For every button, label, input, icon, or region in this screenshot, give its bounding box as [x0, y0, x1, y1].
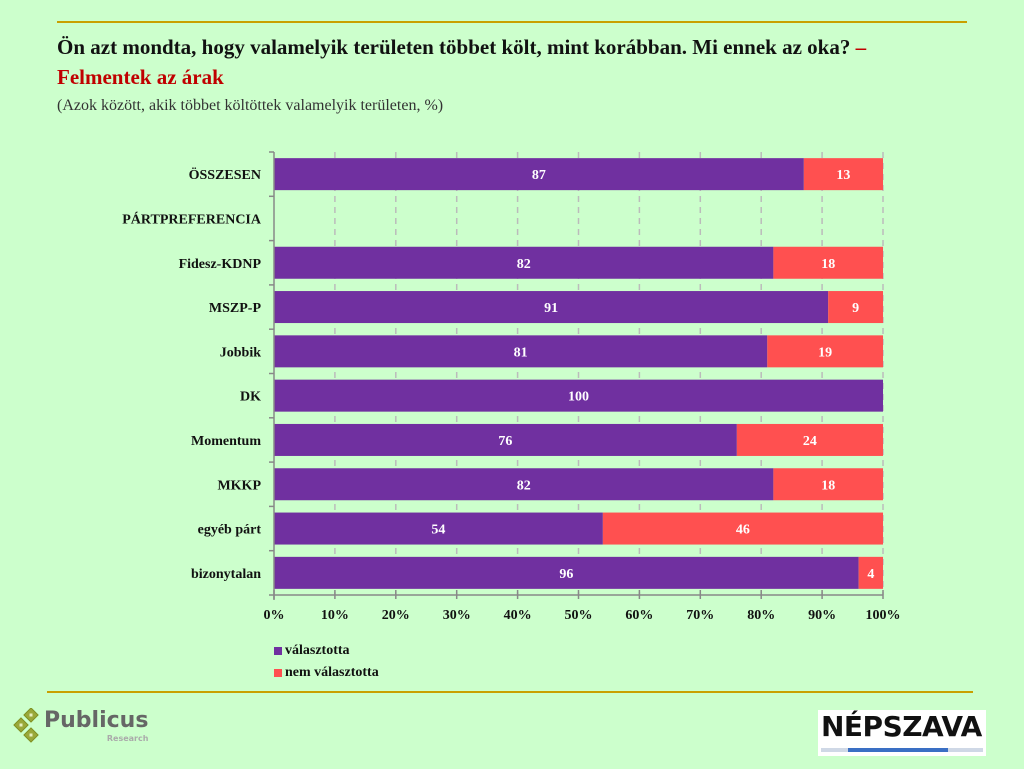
bottom-rule — [47, 691, 973, 693]
data-label: 46 — [736, 523, 750, 538]
category-label: PÁRTPREFERENCIA — [122, 210, 262, 227]
legend-item-not-chose: nem választotta — [274, 662, 379, 684]
bar-segment-chose — [274, 556, 859, 589]
bar-chart: ÖSSZESEN 87 13 PÁRTPREFERENCIA Fidesz-KDNP 82… — [122, 151, 901, 623]
bar-segment-not-chose — [767, 335, 883, 368]
title-main: Ön azt mondta, hogy valamelyik területen… — [57, 35, 851, 59]
category-label: egyéb párt — [198, 523, 262, 538]
data-label: 54 — [431, 523, 445, 538]
bar-segment-not-chose — [803, 158, 883, 191]
publicus-diamond-icon — [13, 708, 39, 743]
chart-title: Ön azt mondta, hogy valamelyik területen… — [57, 32, 957, 92]
category-label: MKKP — [217, 478, 261, 493]
data-label: 91 — [544, 301, 558, 316]
x-tick-label: 20% — [382, 608, 410, 623]
bar-segment-not-chose — [828, 291, 883, 324]
nepszava-name: NÉPSZAVA — [821, 710, 982, 743]
publicus-sub: Research — [106, 734, 149, 743]
legend: választotta nem választotta — [274, 640, 379, 684]
data-label: 87 — [532, 168, 546, 183]
x-tick-label: 70% — [686, 608, 714, 623]
chart-subtitle: (Azok között, akik többet költöttek vala… — [57, 97, 444, 114]
x-tick-label: 60% — [625, 608, 653, 623]
bar-segment-not-chose — [773, 246, 883, 279]
legend-item-chose: választotta — [274, 640, 379, 662]
data-label: 9 — [852, 301, 859, 316]
data-label: 81 — [514, 345, 528, 360]
nepszava-logo: NÉPSZAVA — [818, 710, 986, 756]
category-label: DK — [240, 390, 261, 405]
x-tick-label: 80% — [747, 608, 775, 623]
bar-segment-chose — [274, 291, 829, 324]
bar-segment-chose — [274, 468, 774, 501]
bar-segment-chose — [274, 423, 737, 456]
bar-segment-not-chose — [736, 423, 883, 456]
bar-segment-chose — [274, 246, 774, 279]
data-label: 13 — [836, 168, 850, 183]
category-label: Jobbik — [220, 345, 261, 360]
publicus-name: Publicus — [44, 708, 149, 733]
category-label: MSZP-P — [209, 301, 262, 316]
legend-swatch-chose — [274, 647, 282, 655]
bar-segment-not-chose — [773, 468, 883, 501]
data-label: 82 — [517, 257, 531, 272]
legend-label-not-chose: nem választotta — [285, 665, 379, 680]
x-tick-label: 10% — [321, 608, 349, 623]
publicus-logo: Publicus Research — [12, 708, 148, 748]
title-accent: – Felmentek az árak — [57, 35, 867, 89]
x-tick-label: 30% — [443, 608, 471, 623]
x-tick-label: 0% — [264, 608, 285, 623]
data-label: 96 — [559, 567, 573, 582]
category-label: Fidesz-KDNP — [179, 257, 262, 272]
x-tick-label: 90% — [808, 608, 836, 623]
x-tick-label: 100% — [866, 608, 901, 623]
top-rule — [57, 21, 967, 23]
bar-segment-chose — [274, 335, 768, 368]
bar-segment-not-chose — [858, 556, 883, 589]
x-tick-label: 40% — [504, 608, 532, 623]
legend-swatch-not-chose — [274, 669, 282, 677]
legend-label-chose: választotta — [285, 643, 350, 658]
data-label: 24 — [803, 434, 817, 449]
data-label: 19 — [818, 345, 832, 360]
category-label: ÖSSZESEN — [189, 166, 261, 183]
category-label: Momentum — [191, 434, 261, 449]
nepszava-band-inner — [848, 748, 948, 752]
data-label: 18 — [821, 257, 835, 272]
x-tick-label: 50% — [565, 608, 593, 623]
bar-segment-chose — [274, 158, 804, 191]
bar-segment-not-chose — [602, 512, 883, 545]
category-label: bizonytalan — [191, 567, 261, 582]
data-label: 100 — [568, 390, 589, 405]
data-label: 76 — [498, 434, 512, 449]
data-label: 4 — [867, 567, 874, 582]
data-label: 18 — [821, 478, 835, 493]
publicus-text: Publicus Research — [44, 708, 148, 744]
data-label: 82 — [517, 478, 531, 493]
bar-segment-chose — [274, 379, 883, 412]
bar-segment-chose — [274, 512, 603, 545]
